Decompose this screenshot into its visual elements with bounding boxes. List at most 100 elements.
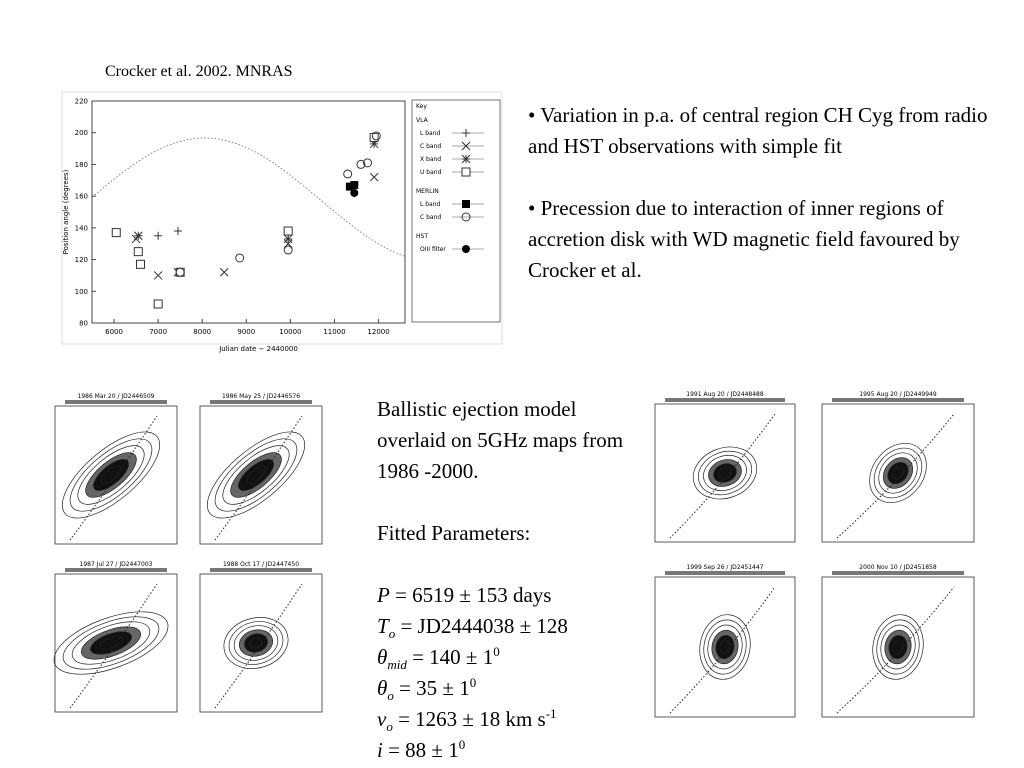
- contour: [245, 466, 267, 484]
- x-tick-label: 6000: [105, 328, 123, 336]
- plus-marker: [462, 129, 470, 137]
- legend-label: OIII filter: [420, 246, 446, 253]
- contour-map: 1988 Oct 17 / JD2447450: [199, 561, 323, 713]
- param-value: = JD2444038 ± 128: [395, 614, 568, 638]
- square-marker: [111, 228, 121, 238]
- colorbar: [65, 568, 167, 572]
- circle-marker: [343, 169, 353, 179]
- param-subscript: o: [387, 688, 394, 704]
- map-title: 2000 Nov 10 / JD2451858: [859, 564, 937, 571]
- key-box: [411, 99, 501, 323]
- citation: Crocker et al. 2002. MNRAS: [105, 63, 293, 80]
- contour: [99, 636, 123, 650]
- square-marker: [153, 299, 163, 309]
- map-title: 1986 May 25 / JD2446576: [222, 393, 300, 400]
- param-superscript: 0: [493, 644, 500, 659]
- param-symbol: P: [377, 583, 390, 607]
- contour: [878, 452, 918, 494]
- colorbar: [210, 568, 312, 572]
- x-tick-label: 9000: [237, 328, 255, 336]
- bullet: • Variation in p.a. of central region CH…: [528, 103, 988, 158]
- cross-marker: [369, 172, 379, 182]
- plus-marker: [154, 231, 163, 240]
- square-marker: [369, 132, 379, 142]
- contour: [222, 445, 290, 505]
- contour: [228, 621, 284, 665]
- param-value: = 6519 ± 153 days: [389, 583, 552, 607]
- contour: [692, 446, 758, 500]
- cross-marker: [219, 267, 229, 277]
- contour-map: 1987 Jul 27 / JD2447003: [53, 561, 178, 713]
- y-tick-label: 80: [79, 320, 88, 328]
- contour: [707, 624, 743, 670]
- contour: [53, 611, 169, 675]
- contour: [61, 431, 161, 519]
- contour: [719, 640, 731, 654]
- circle-marker: [356, 159, 366, 169]
- legend-label: U band: [420, 169, 442, 176]
- param: i = 88 ± 10: [377, 735, 637, 766]
- x-tick-label: 10000: [279, 328, 301, 336]
- asterisk-marker: [283, 234, 293, 244]
- bullet-list: • Variation in p.a. of central region CH…: [528, 100, 1014, 317]
- y-tick-label: 200: [75, 129, 88, 137]
- param-value: = 140 ± 1: [406, 645, 494, 669]
- y-tick-label: 220: [75, 98, 88, 106]
- filled-circle-marker: [462, 245, 470, 253]
- x-tick-label: 7000: [149, 328, 167, 336]
- colorbar: [665, 398, 785, 402]
- asterisk-marker: [369, 139, 379, 149]
- square-marker: [461, 167, 471, 177]
- map-title: 1987 Jul 27 / JD2447003: [80, 561, 153, 568]
- key-group: HST: [416, 233, 428, 240]
- param-subscript: mid: [387, 657, 407, 673]
- contour: [100, 466, 122, 484]
- y-tick-label: 100: [75, 288, 88, 296]
- ejection-model: [669, 586, 776, 714]
- colorbar: [665, 571, 785, 575]
- contour: [718, 467, 732, 479]
- circle-marker: [235, 253, 245, 263]
- contour: [69, 438, 153, 512]
- contour: [214, 438, 298, 512]
- map-title: 1988 Oct 17 / JD2447450: [223, 561, 299, 568]
- chart-frame: [61, 91, 503, 345]
- legend-label: L band: [420, 201, 441, 208]
- contour: [872, 614, 924, 680]
- y-axis-label: Position angle (degrees): [62, 169, 70, 254]
- square-marker: [135, 259, 145, 269]
- filled-square-marker: [462, 200, 470, 208]
- contour: [891, 466, 905, 480]
- contour: [873, 447, 923, 499]
- params: P = 6519 ± 153 days To = JD2444038 ± 128 θ…: [377, 580, 637, 766]
- contour-map: 2000 Nov 10 / JD2451858: [821, 564, 975, 718]
- contour: [698, 450, 752, 496]
- contour-map: 1991 Aug 20 / JD2448488: [654, 391, 796, 543]
- params-title: Fitted Parameters:: [377, 521, 531, 545]
- contour: [206, 431, 306, 519]
- legend-label: C band: [420, 143, 441, 150]
- circle-marker: [371, 131, 381, 141]
- key-title: Key: [416, 103, 427, 110]
- asterisk-marker: [461, 154, 471, 164]
- param-superscript: 0: [469, 675, 477, 690]
- param-symbol: i: [377, 738, 383, 762]
- param-symbol: θ: [377, 645, 388, 669]
- contour: [249, 637, 263, 649]
- x-tick-label: 11000: [323, 328, 345, 336]
- y-tick-label: 140: [75, 224, 88, 232]
- filled-circle-marker: [350, 188, 359, 197]
- param: θmid = 140 ± 10: [377, 642, 637, 673]
- contour: [233, 625, 279, 661]
- param-symbol: v: [377, 707, 387, 731]
- legend-label: X band: [420, 156, 441, 163]
- param-value: = 35 ± 1: [393, 676, 470, 700]
- x-tick-label: 12000: [367, 328, 389, 336]
- map-title: 1991 Aug 20 / JD2448488: [686, 391, 764, 398]
- contour: [703, 454, 747, 492]
- square-marker: [133, 247, 143, 257]
- param: θo = 35 ± 10: [377, 673, 637, 704]
- x-axis-label: Julian date − 2440000: [218, 345, 298, 353]
- contour: [71, 621, 151, 665]
